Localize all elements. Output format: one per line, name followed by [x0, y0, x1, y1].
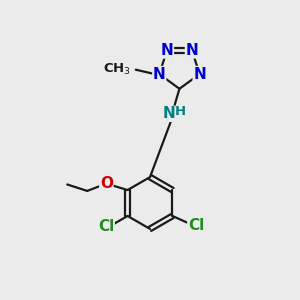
Text: N: N — [160, 43, 173, 58]
Text: N: N — [162, 106, 175, 121]
Text: N: N — [153, 67, 166, 82]
Text: O: O — [100, 176, 113, 191]
Text: N: N — [193, 67, 206, 82]
Text: H: H — [175, 105, 186, 118]
Text: CH$_3$: CH$_3$ — [103, 62, 131, 77]
Text: N: N — [185, 43, 198, 58]
Text: Cl: Cl — [188, 218, 204, 233]
Text: Cl: Cl — [98, 219, 114, 234]
